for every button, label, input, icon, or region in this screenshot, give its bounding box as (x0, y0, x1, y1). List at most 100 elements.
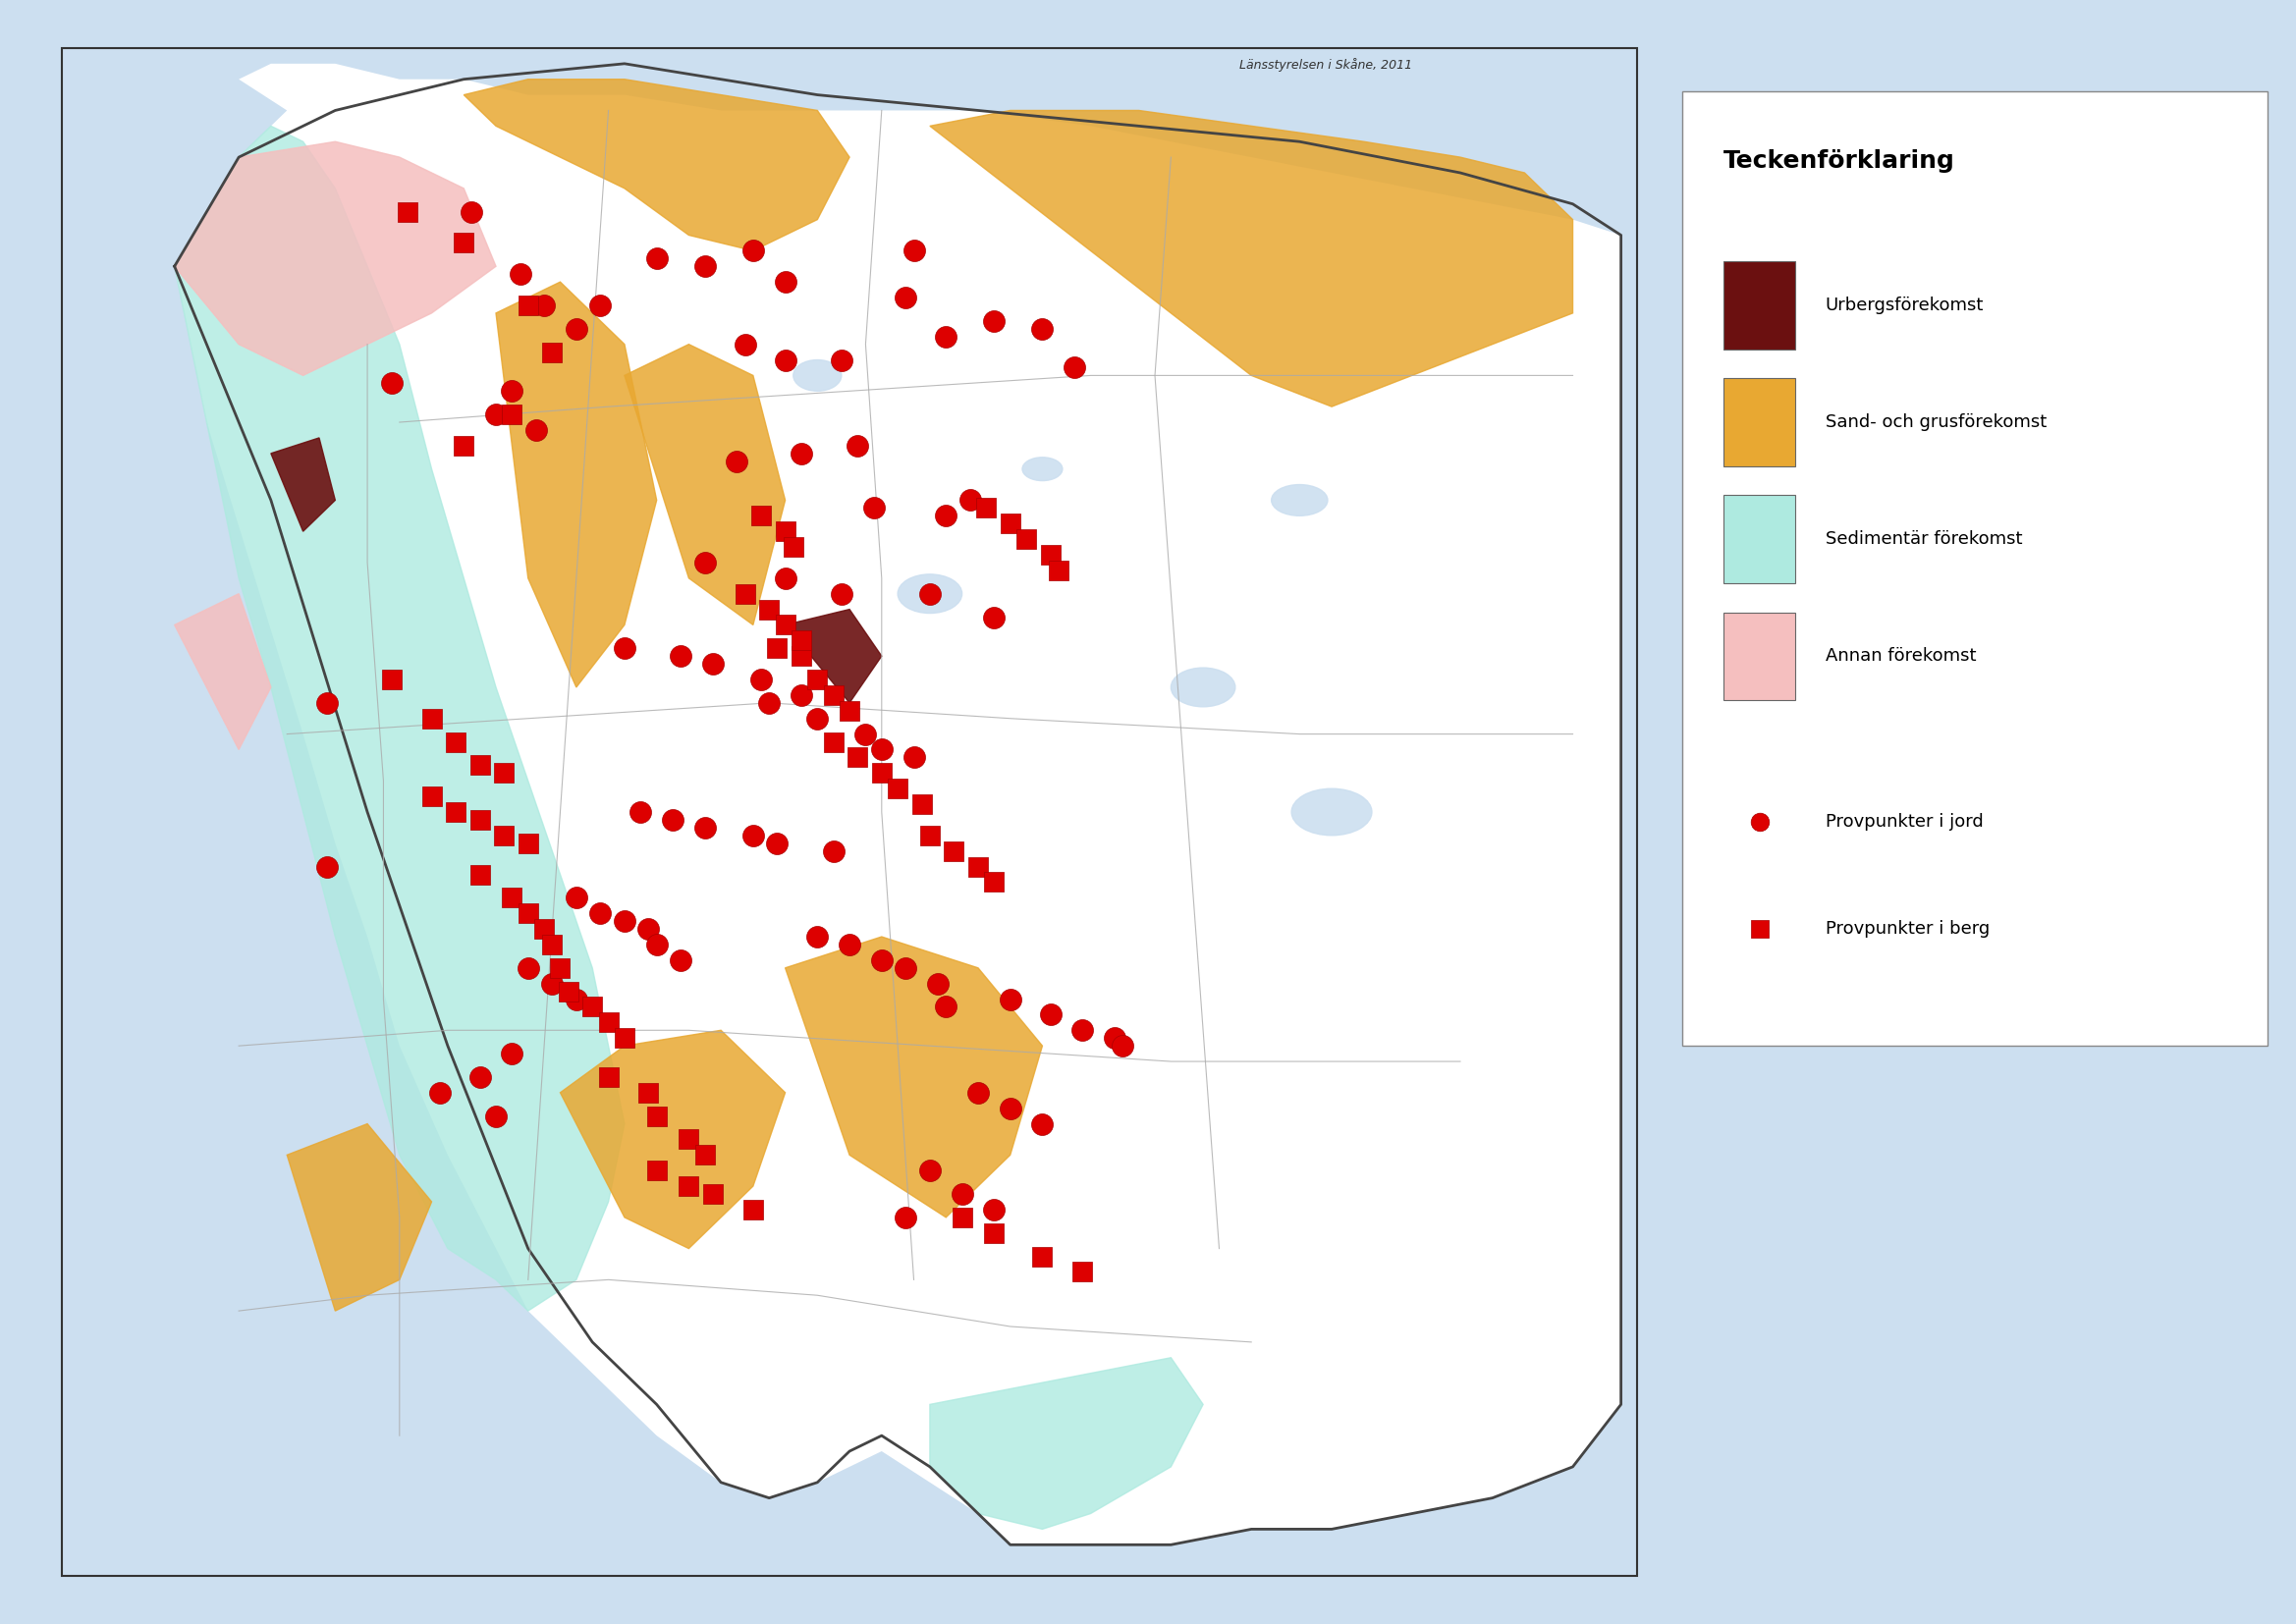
Point (461, 1064, 498, 1090)
Point (308, 854, 344, 880)
Point (726, 331, 762, 357)
Text: Annan förekomst: Annan förekomst (1825, 648, 1977, 664)
Point (767, 270, 804, 296)
Point (838, 432, 875, 458)
Text: Urbergsförekomst: Urbergsförekomst (1825, 297, 1984, 313)
Point (670, 1127, 707, 1153)
Polygon shape (174, 63, 1621, 1544)
Point (372, 370, 409, 396)
Point (638, 1158, 675, 1184)
Point (815, 682, 852, 708)
Point (822, 581, 859, 607)
Point (719, 448, 755, 474)
Point (831, 698, 868, 724)
Point (606, 1025, 643, 1051)
Point (783, 440, 820, 466)
Polygon shape (785, 609, 882, 703)
Point (918, 971, 955, 997)
Text: Provpunkter i berg: Provpunkter i berg (1825, 921, 1991, 937)
Point (533, 932, 569, 958)
Text: Provpunkter i jord: Provpunkter i jord (1825, 814, 1984, 830)
Point (976, 309, 1013, 335)
Point (494, 401, 530, 427)
Point (413, 705, 450, 731)
Point (654, 807, 691, 833)
Point (558, 315, 595, 341)
Polygon shape (174, 141, 496, 375)
Bar (1724, 261, 1795, 349)
Point (1095, 1025, 1132, 1051)
Point (494, 378, 530, 404)
Point (895, 744, 932, 770)
Point (638, 245, 675, 271)
Point (1024, 1244, 1061, 1270)
Text: Sand- och grusförekomst: Sand- och grusförekomst (1825, 414, 2046, 430)
Point (420, 1080, 457, 1106)
Point (735, 237, 771, 263)
Point (783, 682, 820, 708)
Polygon shape (287, 1124, 432, 1311)
Point (687, 549, 723, 575)
Point (992, 510, 1029, 536)
Point (742, 666, 778, 692)
Point (879, 776, 916, 802)
Point (799, 666, 836, 692)
Point (445, 432, 482, 458)
Point (831, 932, 868, 958)
Polygon shape (496, 283, 657, 687)
Point (510, 830, 546, 856)
Point (1031, 1002, 1068, 1028)
Point (1040, 557, 1077, 583)
Point (533, 971, 569, 997)
Point (1063, 1017, 1102, 1043)
Point (928, 994, 964, 1020)
Point (413, 783, 450, 809)
Point (886, 284, 923, 310)
Ellipse shape (1290, 789, 1371, 835)
Point (726, 581, 762, 607)
Point (1104, 1033, 1141, 1059)
Point (687, 815, 723, 841)
Ellipse shape (1272, 484, 1327, 516)
Point (638, 932, 675, 958)
Point (606, 635, 643, 661)
Point (687, 1142, 723, 1168)
Point (452, 198, 491, 224)
Point (912, 581, 948, 607)
Point (461, 752, 498, 778)
Ellipse shape (1171, 667, 1235, 706)
Bar (1724, 495, 1795, 583)
Point (478, 401, 514, 427)
Point (912, 1158, 948, 1184)
Point (1031, 542, 1068, 568)
Point (661, 643, 698, 669)
Point (308, 690, 344, 716)
Point (461, 861, 498, 887)
Point (758, 635, 794, 661)
Point (1056, 354, 1093, 380)
Point (581, 292, 618, 318)
Point (854, 495, 891, 521)
Point (902, 791, 941, 817)
Point (436, 799, 473, 825)
Point (1063, 1259, 1102, 1285)
Point (1024, 315, 1061, 341)
Point (687, 253, 723, 279)
Ellipse shape (1022, 458, 1063, 481)
Point (951, 487, 987, 513)
Point (815, 838, 852, 864)
Ellipse shape (794, 361, 840, 391)
Point (494, 1041, 530, 1067)
Point (928, 323, 964, 349)
Polygon shape (464, 80, 850, 250)
Point (783, 643, 820, 669)
Point (484, 822, 521, 848)
Point (372, 666, 409, 692)
Point (549, 978, 585, 1004)
Point (558, 885, 595, 911)
Polygon shape (271, 438, 335, 531)
Point (661, 947, 698, 973)
Point (886, 955, 923, 981)
Point (494, 885, 530, 911)
Point (1740, 809, 1777, 835)
